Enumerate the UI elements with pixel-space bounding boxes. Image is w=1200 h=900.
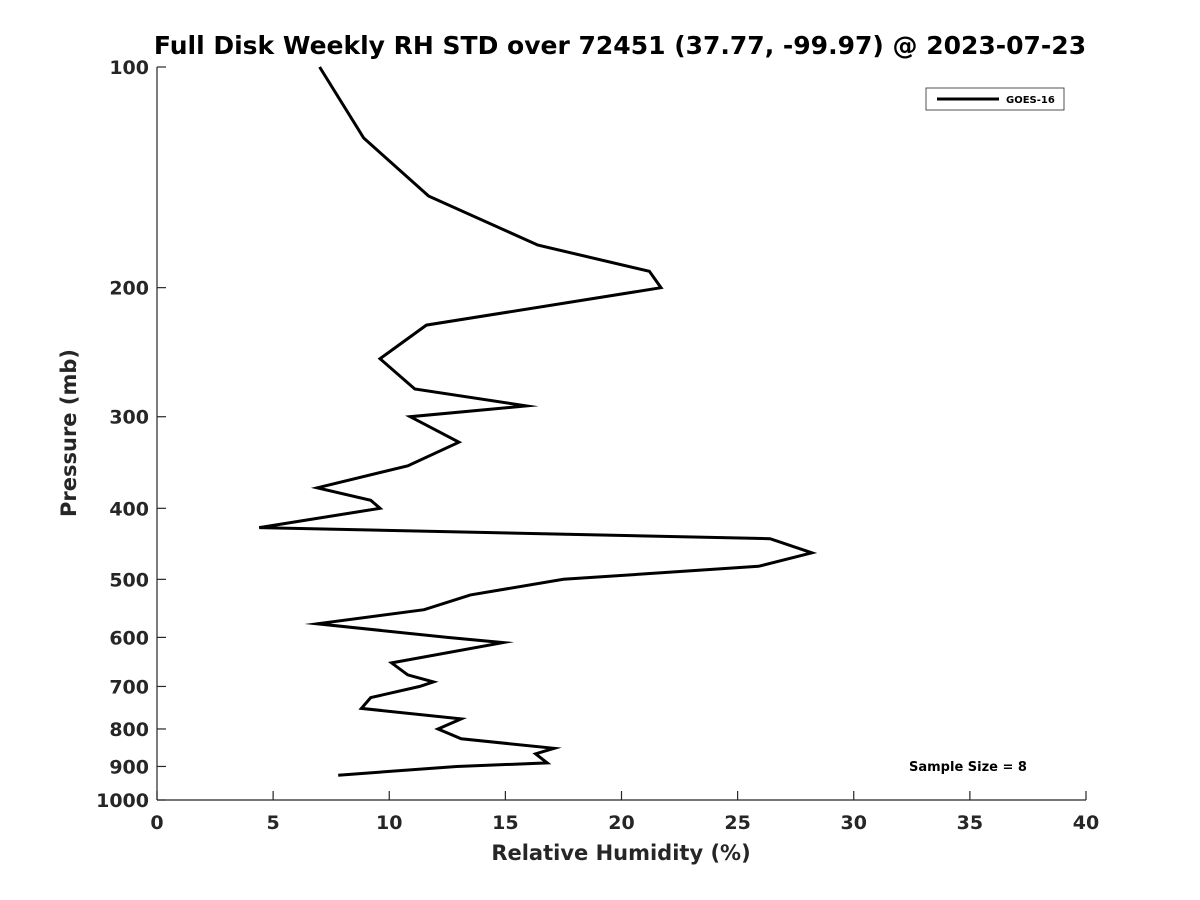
plot-area <box>157 67 1086 800</box>
y-tick-label: 800 <box>109 719 149 741</box>
x-axis-ticks: 0 5 10 15 20 25 30 35 40 <box>150 791 1099 834</box>
y-tick-label: 400 <box>109 498 149 520</box>
series-line-goes-16 <box>258 66 818 777</box>
x-tick-label: 30 <box>841 812 867 834</box>
y-axis-label: Pressure (mb) <box>57 349 81 517</box>
y-tick-label: 500 <box>109 569 149 591</box>
legend-label-goes-16: GOES-16 <box>1006 95 1055 106</box>
y-tick-label: 600 <box>109 627 149 649</box>
x-tick-label: 5 <box>267 812 280 834</box>
y-tick-label: 700 <box>109 676 149 698</box>
y-tick-label: 200 <box>109 278 149 300</box>
x-tick-label: 10 <box>376 812 402 834</box>
x-tick-label: 0 <box>150 812 163 834</box>
chart-title: Full Disk Weekly RH STD over 72451 (37.7… <box>154 31 1086 60</box>
sample-size-annotation: Sample Size = 8 <box>909 760 1027 775</box>
x-tick-label: 40 <box>1073 812 1099 834</box>
x-axis-label: Relative Humidity (%) <box>491 841 750 865</box>
legend: GOES-16 <box>925 87 1065 111</box>
y-tick-label: 300 <box>109 407 149 429</box>
y-tick-label: 900 <box>109 756 149 778</box>
x-tick-label: 15 <box>492 812 518 834</box>
series-group <box>258 66 818 777</box>
y-axis-ticks: 100 200 300 400 500 600 700 800 900 1000 <box>96 57 166 812</box>
y-tick-label: 100 <box>109 57 149 79</box>
x-tick-label: 25 <box>724 812 750 834</box>
y-tick-label: 1000 <box>96 790 149 812</box>
x-tick-label: 20 <box>608 812 634 834</box>
x-tick-label: 35 <box>957 812 983 834</box>
